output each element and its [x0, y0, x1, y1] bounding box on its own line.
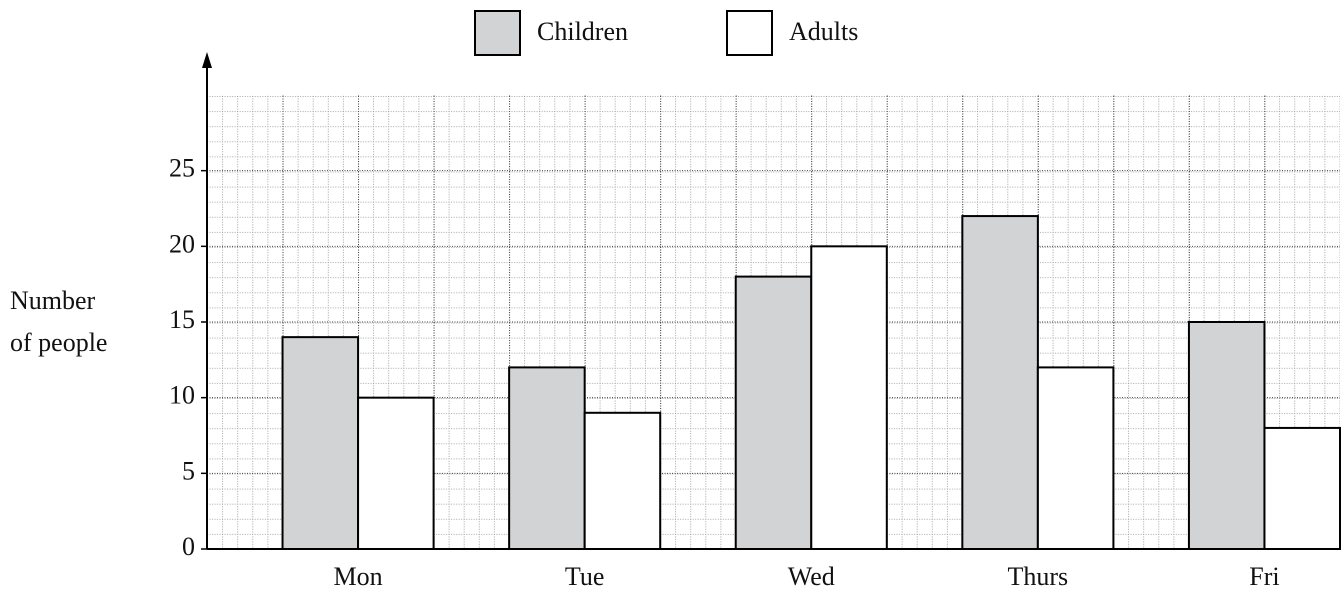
bar [281, 336, 360, 550]
x-tick-label: Mon [334, 562, 383, 591]
y-axis-label: Number [10, 286, 96, 315]
y-axis-label: of people [10, 328, 107, 357]
x-tick-label: Thurs [1008, 562, 1069, 591]
y-axis-arrow [202, 52, 212, 68]
x-tick-label: Fri [1249, 562, 1279, 591]
bar [1036, 366, 1115, 550]
bar [508, 366, 586, 550]
y-tick-label: 0 [182, 532, 195, 561]
y-tick-label: 5 [182, 456, 195, 485]
bar [357, 396, 435, 550]
bar [961, 215, 1039, 550]
x-tick-label: Wed [788, 562, 835, 591]
bar [1187, 321, 1266, 550]
y-tick-label: 10 [169, 381, 195, 410]
plot: 0 5 10 15 20 25 Number of people Mon Tue Wed Thurs F… [10, 10, 1342, 591]
legend-swatch [474, 10, 521, 56]
y-tick-label: 15 [169, 305, 195, 334]
legend-label: Adults [789, 17, 858, 46]
x-tick-label: Tue [565, 562, 605, 591]
y-tick-label: 25 [169, 154, 195, 183]
legend-label: Children [537, 17, 628, 46]
bar [1263, 426, 1342, 550]
bar [583, 411, 662, 550]
legend-swatch [726, 10, 773, 56]
bar [734, 275, 813, 550]
y-tick-label: 20 [169, 229, 195, 258]
bar [810, 245, 888, 550]
